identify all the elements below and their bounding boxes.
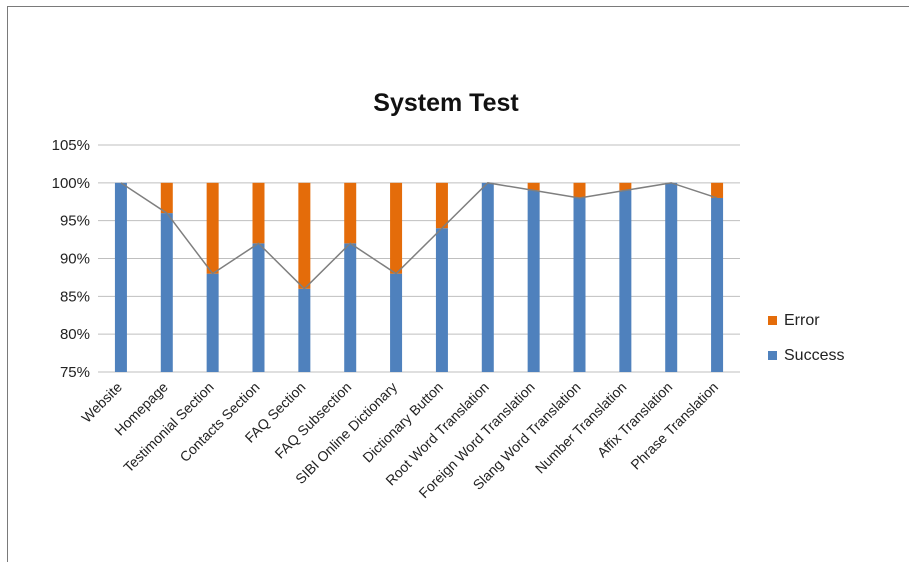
bar-error: [711, 182, 724, 198]
bar-error: [435, 182, 448, 229]
bar-error: [573, 182, 586, 198]
bar-success: [573, 197, 586, 372]
bar-success: [298, 288, 311, 372]
bar-success: [711, 197, 724, 372]
legend-label: Success: [784, 347, 844, 364]
legend-swatch: [768, 351, 777, 360]
bars: [114, 182, 724, 372]
bar-error: [160, 182, 173, 214]
bar-success: [481, 182, 494, 372]
legend-swatch: [768, 316, 777, 325]
y-tick-label: 85%: [60, 288, 90, 305]
x-tick-label: Dictionary Button: [359, 379, 446, 466]
legend-label: Error: [784, 312, 820, 329]
bar-success: [665, 182, 678, 372]
legend: Error Success: [768, 312, 844, 364]
y-tick-label: 90%: [60, 251, 90, 268]
bar-success: [390, 273, 403, 372]
y-tick-label: 80%: [60, 326, 90, 343]
bar-success: [435, 228, 448, 372]
y-tick-label: 100%: [52, 175, 90, 192]
bar-success: [344, 243, 357, 372]
bar-success: [619, 190, 632, 372]
bar-success: [114, 182, 127, 372]
y-tick-label: 95%: [60, 213, 90, 230]
x-tick-label: Phrase Translation: [627, 379, 721, 473]
y-tick-label: 105%: [52, 137, 90, 154]
bar-error: [619, 182, 632, 191]
gridlines: [98, 144, 740, 373]
x-tick-label: Contacts Section: [176, 379, 262, 465]
bar-error: [527, 182, 540, 191]
chart-title: System Test: [373, 89, 519, 117]
success-line: [120, 182, 718, 290]
bar-error: [206, 182, 219, 274]
bar-error: [298, 182, 311, 289]
bar-success: [206, 273, 219, 372]
y-axis-labels: 75% 80% 85% 90% 95% 100% 105%: [52, 137, 90, 381]
bar-error: [344, 182, 357, 244]
y-tick-label: 75%: [60, 364, 90, 381]
bar-success: [527, 190, 540, 372]
x-tick-label: Website: [78, 379, 125, 426]
bar-error: [252, 182, 265, 244]
chart-frame: [7, 6, 909, 562]
bar-success: [160, 213, 173, 372]
bar-success: [252, 243, 265, 372]
success-trend-line: [120, 182, 718, 290]
bar-error: [390, 182, 403, 274]
